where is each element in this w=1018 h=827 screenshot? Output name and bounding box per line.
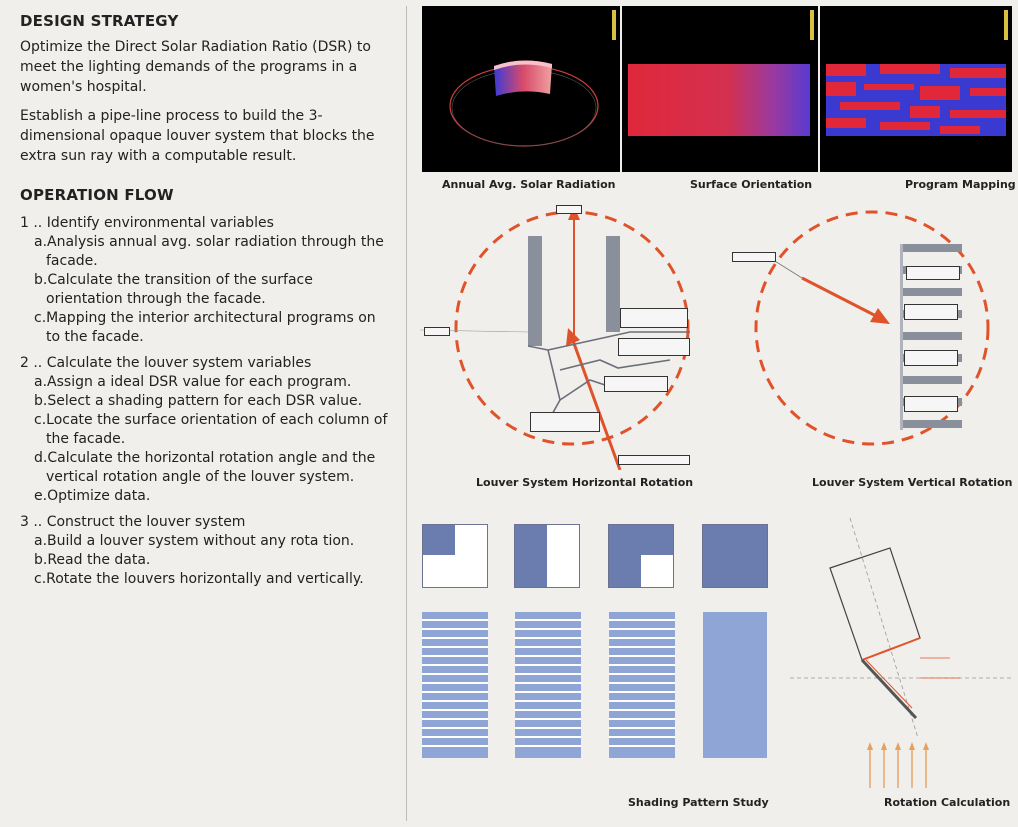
diagram-label: [618, 455, 690, 465]
flow-step-head: 1 .. Identify environmental variables: [20, 215, 274, 231]
surface-orientation-panel: [622, 6, 818, 172]
column-divider: [406, 6, 407, 821]
diagram-label: [904, 396, 958, 412]
flow-substep: a.Build a louver system without any rota…: [34, 533, 355, 549]
flow-substep: c.Rotate the louvers horizontally and ve…: [34, 571, 364, 587]
pattern-square-3: [608, 524, 674, 588]
program-mapping-render: [826, 10, 1008, 136]
diagram-label: [732, 252, 776, 262]
diagram-label: [618, 338, 690, 356]
surface-orientation-render: [628, 10, 814, 136]
rotation-calculation-diagram: [790, 517, 1014, 788]
caption-orientation: Surface Orientation: [690, 178, 813, 191]
flow-step-head: 3 .. Construct the louver system: [20, 514, 246, 530]
operation-flow-list: 1 .. Identify environmental variables a.…: [20, 214, 392, 589]
pattern-square-2: [514, 524, 580, 588]
vertical-rotation-diagram: [754, 210, 990, 446]
flow-substep: d.Calculate the horizontal rotation angl…: [34, 450, 376, 485]
diagram-label: [530, 412, 600, 432]
text-column: DESIGN STRATEGY Optimize the Direct Sola…: [20, 12, 392, 596]
operation-flow-title: OPERATION FLOW: [20, 186, 174, 204]
flow-substep: a.Assign a ideal DSR value for each prog…: [34, 374, 352, 390]
flow-substep: b.Read the data.: [34, 552, 151, 568]
diagram-label: [620, 308, 688, 328]
caption-program: Program Mapping: [905, 178, 1016, 191]
flow-substep: a.Analysis annual avg. solar radiation t…: [34, 234, 384, 269]
caption-solar: Annual Avg. Solar Radiation: [442, 178, 616, 191]
design-strategy-para-1: Optimize the Direct Solar Radiation Rati…: [20, 39, 371, 95]
diagram-label: [904, 304, 958, 320]
solar-radiation-render: [449, 10, 616, 147]
caption-rotation: Rotation Calculation: [884, 796, 1011, 809]
diagram-label: [556, 205, 582, 214]
caption-vertical: Louver System Vertical Rotation: [812, 476, 1013, 489]
flow-substep: b.Select a shading pattern for each DSR …: [34, 393, 363, 409]
pattern-square-1: [422, 524, 488, 588]
louver-strip-columns: [422, 612, 767, 758]
flow-substep: e.Optimize data.: [34, 488, 151, 504]
diagram-label: [424, 327, 450, 336]
pattern-square-4: [702, 524, 768, 588]
program-mapping-panel: [820, 6, 1012, 172]
caption-horizontal: Louver System Horizontal Rotation: [476, 476, 694, 489]
caption-shading: Shading Pattern Study: [628, 796, 769, 809]
design-strategy-title: DESIGN STRATEGY: [20, 12, 179, 30]
horizontal-rotation-diagram: [420, 206, 690, 470]
diagram-label: [906, 266, 960, 280]
diagram-label: [904, 350, 958, 366]
flow-step-2: 2 .. Calculate the louver system variabl…: [20, 354, 392, 506]
flow-substep: b.Calculate the transition of the surfac…: [34, 272, 313, 307]
flow-step-head: 2 .. Calculate the louver system variabl…: [20, 355, 312, 371]
flow-substep: c.Mapping the interior architectural pro…: [34, 310, 376, 345]
flow-substep: c.Locate the surface orientation of each…: [34, 412, 388, 447]
flow-step-3: 3 .. Construct the louver system a.Build…: [20, 513, 392, 589]
solar-radiation-panel: [422, 6, 620, 172]
flow-step-1: 1 .. Identify environmental variables a.…: [20, 214, 392, 347]
diagram-label: [604, 376, 668, 392]
design-strategy-para-2: Establish a pipe-line process to build t…: [20, 108, 375, 164]
